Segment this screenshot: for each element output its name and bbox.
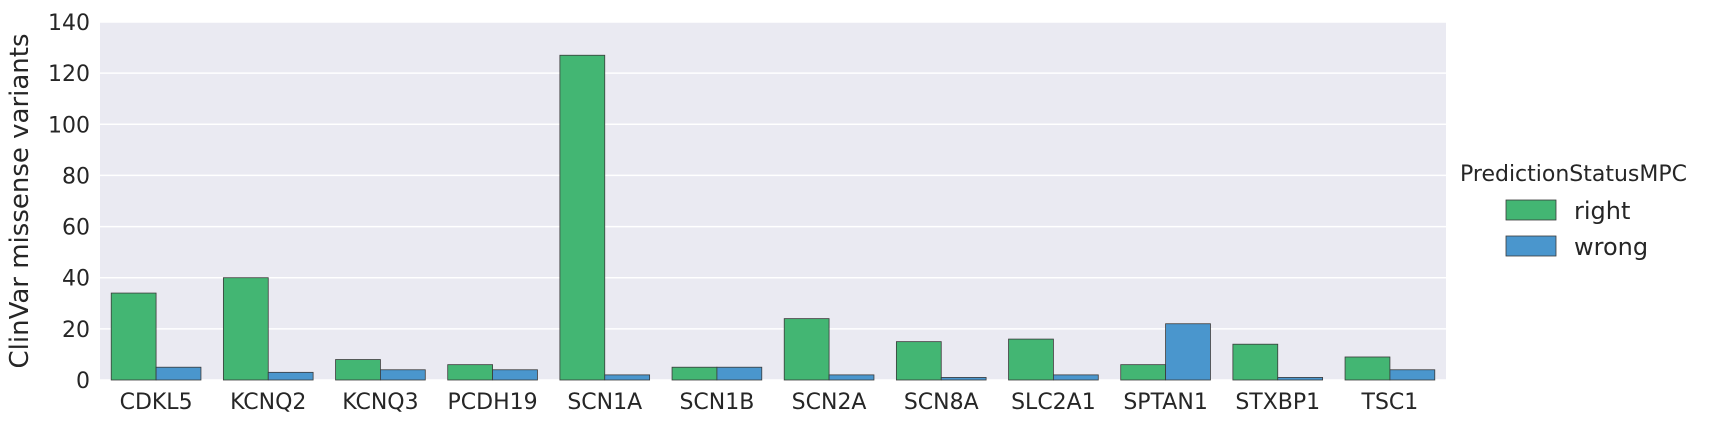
plot-background [100,22,1446,380]
bar-wrong-tsc1 [1389,369,1436,381]
bar-wrong-cdkl5 [155,366,202,381]
bar-right-cdkl5 [110,292,157,381]
y-axis-label: ClinVar missense variants [5,33,35,368]
legend-title: PredictionStatusMPC [1460,162,1687,187]
bar-right-scn1b [671,366,718,381]
x-tick-label: STXBP1 [1235,390,1320,415]
x-tick-label: CDKL5 [120,390,193,415]
x-tick-label: KCNQ2 [230,390,306,415]
x-tick-label: TSC1 [1361,390,1419,415]
y-tick-label: 40 [62,267,90,292]
legend: PredictionStatusMPC right wrong [1460,162,1687,261]
x-tick-label: KCNQ3 [342,390,418,415]
y-tick-label: 60 [62,216,90,241]
x-axis-ticks: CDKL5 KCNQ2 KCNQ3 PCDH19 SCN1A SCN1B SCN2A SCN8… [120,390,1419,415]
x-tick-label: PCDH19 [448,390,538,415]
bar-wrong-scn1b [716,366,763,381]
bar-wrong-kcnq3 [380,369,426,381]
y-axis-ticks: 0 20 40 60 80 100 120 140 [48,11,90,394]
bar-right-scn1a [559,54,606,381]
bars [110,54,1436,381]
x-tick-label: SCN2A [792,390,867,415]
gridlines [100,21,1446,381]
bar-right-sptan1 [1120,364,1166,381]
legend-label-right: right [1574,197,1630,225]
x-tick-label: SCN8A [904,390,979,415]
y-tick-label: 140 [48,11,90,36]
y-tick-label: 120 [48,62,90,87]
bar-right-tsc1 [1344,356,1391,381]
bar-wrong-scn2a [828,374,875,381]
x-tick-label: SCN1B [679,390,754,415]
legend-swatch-right [1505,199,1557,221]
y-tick-label: 20 [62,318,90,343]
x-tick-label: SPTAN1 [1123,390,1207,415]
bar-right-scn8a [895,341,942,381]
bar-wrong-kcnq2 [267,371,314,381]
bar-right-kcnq3 [335,359,381,381]
y-tick-label: 100 [48,113,90,138]
bar-wrong-pcdh19 [492,369,538,381]
bar-right-slc2a1 [1008,338,1054,381]
bar-wrong-sptan1 [1165,323,1211,381]
y-tick-label: 80 [62,164,90,189]
bar-right-stxbp1 [1232,343,1279,381]
bar-right-kcnq2 [222,277,269,381]
bar-right-pcdh19 [447,364,493,381]
bar-wrong-slc2a1 [1053,374,1099,381]
x-tick-label: SCN1A [567,390,642,415]
legend-label-wrong: wrong [1574,233,1648,261]
y-tick-label: 0 [76,369,90,394]
bar-wrong-scn1a [604,374,651,381]
bar-right-scn2a [783,318,830,381]
legend-swatch-wrong [1505,235,1557,257]
bar-wrong-stxbp1 [1277,377,1324,381]
bar-wrong-scn8a [940,377,987,381]
x-tick-label: SLC2A1 [1011,390,1096,415]
